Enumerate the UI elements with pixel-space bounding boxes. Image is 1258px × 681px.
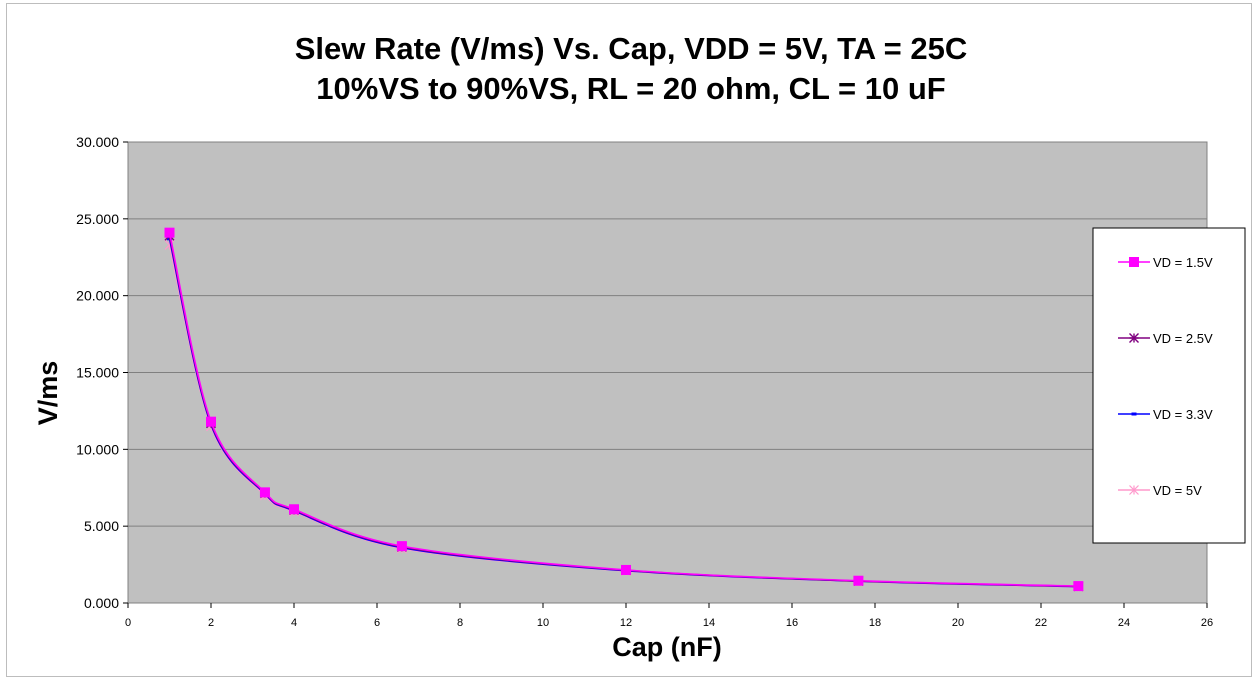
x-tick-label: 8	[457, 617, 463, 629]
legend-item-vd-2-5v: VD = 2.5V	[1118, 331, 1213, 346]
legend-marker-vd-3-3v	[1131, 412, 1137, 416]
y-tick-label: 20.000	[76, 288, 119, 304]
legend-label-vd-5v: VD = 5V	[1153, 483, 1202, 498]
legend-label-vd-1-5v: VD = 1.5V	[1153, 255, 1213, 270]
chart-title-line-1: Slew Rate (V/ms) Vs. Cap, VDD = 5V, TA =…	[295, 31, 968, 66]
x-tick-label: 6	[374, 617, 380, 629]
series-vd-1-5v	[164, 227, 1084, 592]
y-tick-label: 0.000	[84, 595, 119, 611]
chart-canvas: Slew Rate (V/ms) Vs. Cap, VDD = 5V, TA =…	[33, 31, 1246, 662]
x-tick-label: 26	[1201, 617, 1213, 629]
data-point-vd-1-5v	[396, 541, 407, 552]
x-tick-label: 20	[952, 617, 964, 629]
x-axis-ticks: 0 2 4 6 8 10 12 14 16 18 20 22 24 26	[125, 603, 1213, 629]
data-point-vd-1-5v	[853, 575, 864, 586]
y-axis-ticks: 0.000 5.000 10.000 15.000 20.000 25.000 30.000	[76, 134, 128, 611]
y-tick-label: 10.000	[76, 441, 119, 457]
y-tick-label: 5.000	[84, 518, 119, 534]
x-tick-label: 4	[291, 617, 297, 629]
chart-title-line-2: 10%VS to 90%VS, RL = 20 ohm, CL = 10 uF	[316, 71, 945, 106]
legend-marker-vd-5v	[1129, 485, 1139, 495]
data-point-vd-1-5v	[1073, 581, 1084, 592]
data-point-vd-1-5v	[164, 227, 175, 238]
x-tick-label: 2	[208, 617, 214, 629]
y-tick-label: 25.000	[76, 211, 119, 227]
legend-item-vd-1-5v: VD = 1.5V	[1118, 255, 1213, 270]
series-group	[164, 227, 1084, 592]
data-point-vd-1-5v	[206, 416, 216, 427]
legend: VD = 1.5V VD = 2.5V VD = 3.3V VD = 5V	[1092, 227, 1246, 544]
y-tick-label: 30.000	[76, 134, 119, 150]
y-axis-label: V/ms	[33, 361, 63, 426]
legend-item-vd-5v: VD = 5V	[1118, 483, 1202, 498]
legend-marker-vd-1-5v	[1129, 257, 1139, 267]
chart-frame: Slew Rate (V/ms) Vs. Cap, VDD = 5V, TA =…	[6, 3, 1252, 677]
x-tick-label: 12	[620, 617, 632, 629]
x-tick-label: 18	[869, 617, 881, 629]
y-tick-label: 15.000	[76, 365, 119, 381]
gridlines	[128, 218, 1207, 527]
x-tick-label: 0	[125, 617, 131, 629]
x-axis-label: Cap (nF)	[612, 632, 721, 662]
x-tick-label: 14	[703, 617, 715, 629]
data-point-vd-1-5v	[289, 504, 299, 515]
data-point-vd-1-5v	[621, 564, 631, 575]
legend-label-vd-3-3v: VD = 3.3V	[1153, 407, 1213, 422]
x-tick-label: 10	[537, 617, 549, 629]
x-tick-label: 16	[786, 617, 798, 629]
legend-label-vd-2-5v: VD = 2.5V	[1153, 331, 1213, 346]
legend-marker-vd-2-5v	[1129, 333, 1139, 343]
x-tick-label: 22	[1035, 617, 1047, 629]
x-tick-label: 24	[1118, 617, 1130, 629]
data-point-vd-1-5v	[259, 487, 270, 498]
legend-item-vd-3-3v: VD = 3.3V	[1118, 407, 1213, 422]
